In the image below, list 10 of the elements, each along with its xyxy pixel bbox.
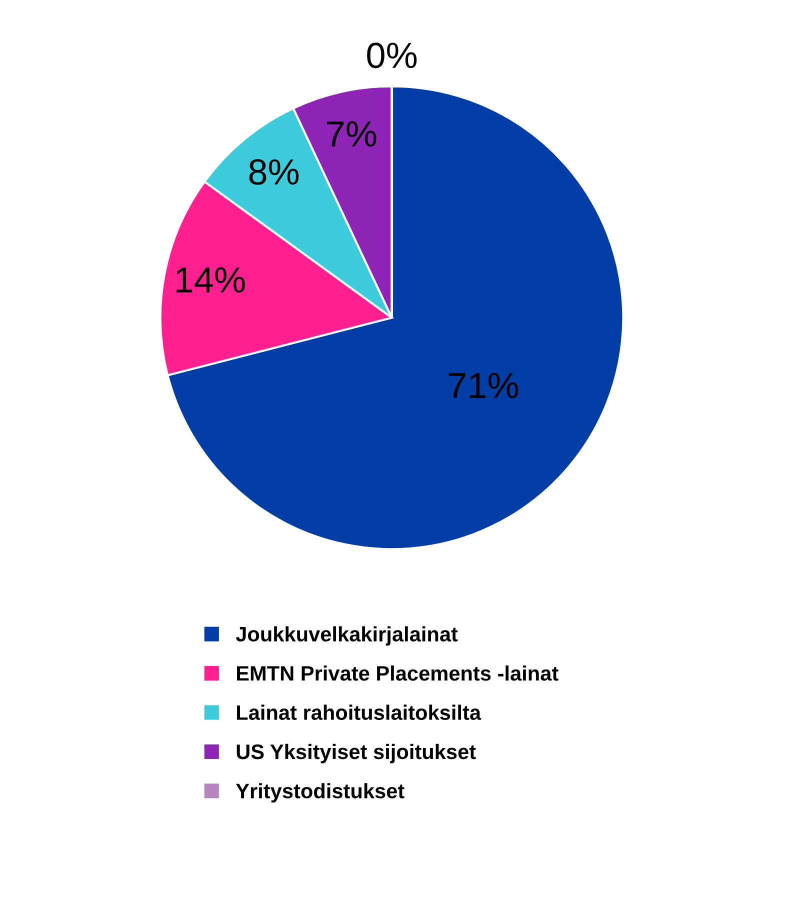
- legend-label: Joukkuvelkakirjalainat: [236, 626, 458, 646]
- data-label: 14%: [176, 267, 245, 293]
- data-label: 8%: [249, 159, 299, 185]
- legend-label: Yritystodistukset: [236, 783, 404, 803]
- legend-label: US Yksityiset sijoitukset: [236, 744, 476, 764]
- legend-label: Lainat rahoituslaitoksilta: [236, 704, 482, 720]
- legend-label: EMTN Private Placements -lainat: [236, 665, 558, 681]
- data-label: 71%: [448, 372, 518, 398]
- text: 0%: [367, 42, 417, 68]
- data-label: 7%: [327, 121, 376, 147]
